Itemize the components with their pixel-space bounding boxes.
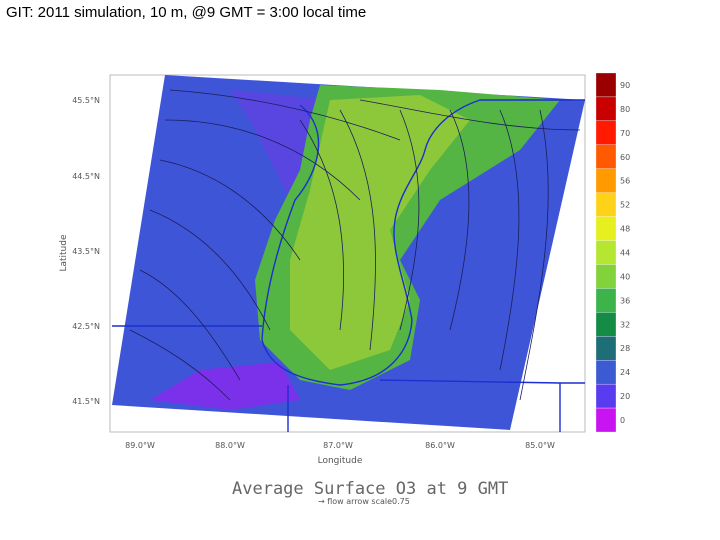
colorbar-label: 56	[620, 177, 630, 186]
lat-label: 43.5°N	[72, 247, 100, 256]
lon-label: 85.0°W	[525, 441, 555, 450]
header-title: GIT: 2011 simulation, 10 m, @9 GMT = 3:0…	[6, 4, 367, 21]
colorbar-label: 48	[620, 225, 630, 234]
colorbar-swatch	[595, 312, 617, 337]
lon-label: 87.0°W	[323, 441, 353, 450]
colorbar-label: 52	[620, 201, 630, 210]
x-axis-label: Longitude	[318, 456, 363, 466]
colorbar-swatch	[595, 360, 617, 385]
low-region	[150, 362, 300, 410]
lon-label: 89.0°W	[125, 441, 155, 450]
lat-label: 44.5°N	[72, 172, 100, 181]
colorbar-swatch	[595, 120, 617, 145]
state-border	[112, 325, 585, 432]
colorbar-swatch	[595, 407, 617, 433]
colorbar-label: 32	[620, 320, 630, 329]
colorbar-swatch	[595, 168, 617, 193]
colorbar-label: 28	[620, 344, 630, 353]
colorbar-swatch	[595, 144, 617, 169]
colorbar-label: 36	[620, 296, 630, 305]
colorbar-label: 80	[620, 105, 630, 114]
colorbar-swatch	[595, 216, 617, 241]
colorbar-swatch	[595, 264, 617, 289]
colorbar-label: 24	[620, 368, 630, 377]
colorbar-label: 20	[620, 392, 630, 401]
colorbar-label: 90	[620, 81, 630, 90]
map-title: Average Surface O3 at 9 GMT	[232, 479, 508, 499]
colorbar-swatch	[595, 72, 617, 98]
colorbar-swatch	[595, 288, 617, 313]
colorbar-swatch	[595, 383, 617, 409]
lat-label: 42.5°N	[72, 322, 100, 331]
lon-label: 88.0°W	[215, 441, 245, 450]
coastline	[261, 99, 585, 386]
lon-label: 86.0°W	[425, 441, 455, 450]
high-region	[290, 95, 470, 370]
colorbar-swatch	[595, 96, 617, 122]
colorbar-label: 70	[620, 129, 630, 138]
streamlines	[129, 89, 581, 401]
lat-label: 45.5°N	[72, 96, 100, 105]
y-axis-label: Latitude	[59, 234, 69, 272]
colorbar-label: 44	[620, 249, 630, 258]
colorbar-label: 40	[620, 272, 630, 281]
colorbar-label: 60	[620, 153, 630, 162]
plot-frame	[109, 74, 586, 433]
colorbar-swatch	[595, 336, 617, 361]
colorbar-swatch	[595, 240, 617, 265]
colorbar-label: 0	[620, 416, 625, 425]
colorbar-swatch	[595, 192, 617, 217]
lat-label: 41.5°N	[72, 397, 100, 406]
map-subtitle: → flow arrow scale0.75	[318, 497, 410, 506]
